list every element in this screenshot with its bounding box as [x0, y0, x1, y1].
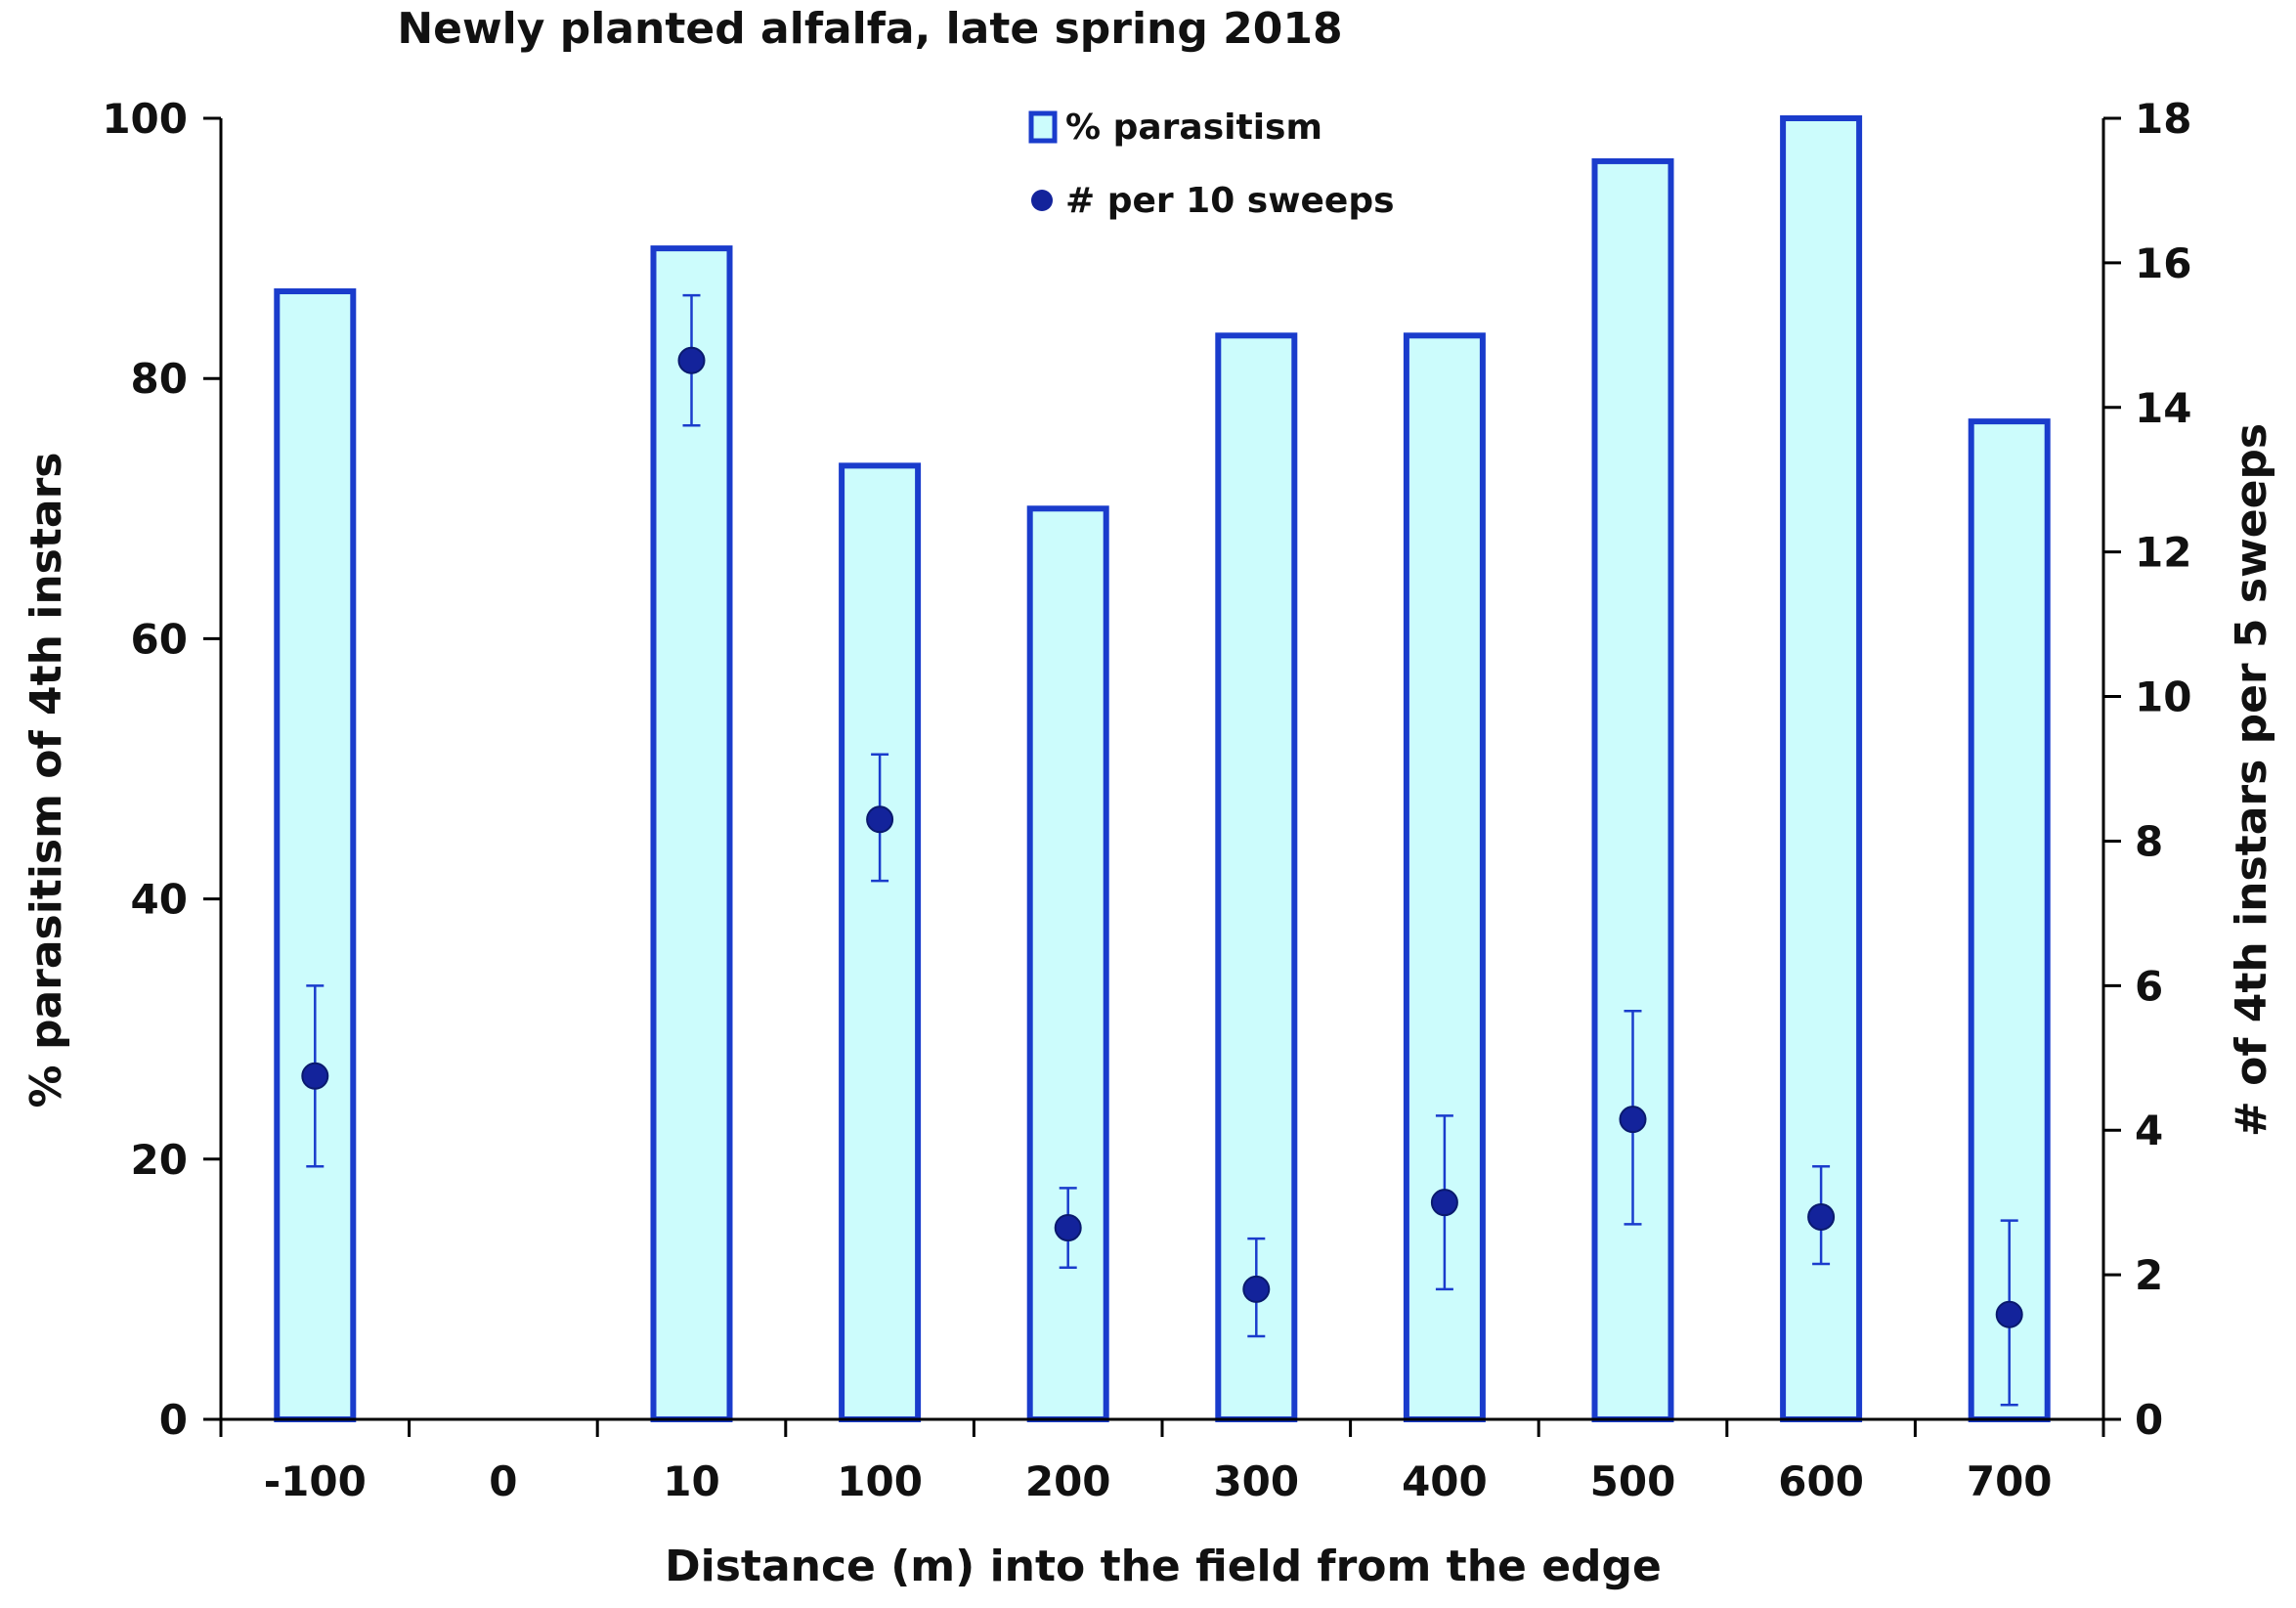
y2-tick-label-0: 0	[2135, 1396, 2163, 1444]
point-layer	[301, 346, 2023, 1328]
legend-swatch-point	[1031, 190, 1053, 211]
tick-labels: 0 20 40 60 80 100 0 2 4 6 8 10 12 14 16 18 -100 0 10 100 200…	[102, 95, 2191, 1505]
x-tick-label-0: 0	[489, 1457, 517, 1505]
x-axis-label: Distance (m) into the field from the edg…	[665, 1542, 1662, 1591]
point-400	[1430, 1189, 1458, 1217]
x-tick-label-100: 100	[837, 1457, 923, 1505]
x-tick-label-500: 500	[1590, 1457, 1676, 1505]
y-tick-label-80: 80	[131, 355, 188, 403]
bar--100	[274, 288, 357, 1423]
y2-tick-label-4: 4	[2135, 1107, 2163, 1154]
y2-tick-label-16: 16	[2135, 239, 2191, 287]
y2-tick-label-12: 12	[2135, 529, 2191, 577]
y2-tick-label-14: 14	[2135, 384, 2191, 432]
y2-tick-label-8: 8	[2135, 817, 2163, 865]
bar-200	[1026, 505, 1109, 1422]
legend-swatch-bar	[1028, 110, 1058, 144]
y-axis-label: % parasitism of 4th instars	[22, 453, 71, 1108]
x-tick-label-10: 10	[663, 1457, 719, 1505]
y2-tick-label-18: 18	[2135, 95, 2191, 143]
x-tick-label-700: 700	[1967, 1457, 2053, 1505]
legend: % parasitism # per 10 sweeps	[1028, 108, 1395, 221]
x-tick-label--100: -100	[264, 1457, 367, 1505]
point--100	[301, 1062, 329, 1090]
y-tick-label-60: 60	[131, 615, 188, 663]
x-tick-label-300: 300	[1213, 1457, 1299, 1505]
y-tick-label-100: 100	[102, 95, 188, 143]
x-tick-label-400: 400	[1402, 1457, 1488, 1505]
point-100	[866, 805, 894, 834]
y-tick-label-0: 0	[159, 1396, 188, 1444]
y2-tick-label-6: 6	[2135, 962, 2163, 1010]
y2-tick-label-2: 2	[2135, 1251, 2163, 1299]
y-tick-label-40: 40	[131, 876, 188, 924]
legend-label-point: # per 10 sweeps	[1065, 181, 1395, 221]
y2-axis-label: # of 4th instars per 5 sweeps	[2227, 423, 2276, 1137]
point-500	[1619, 1106, 1647, 1134]
chart-title: Newly planted alfalfa, late spring 2018	[397, 4, 1342, 54]
y-tick-label-20: 20	[131, 1136, 188, 1184]
axes	[203, 116, 2121, 1437]
legend-label-bar: % parasitism	[1065, 108, 1322, 148]
point-300	[1242, 1275, 1271, 1303]
point-600	[1807, 1202, 1836, 1231]
point-200	[1054, 1214, 1082, 1242]
errorbar-layer	[306, 293, 2018, 1407]
point-700	[1995, 1300, 2023, 1328]
bar-layer	[274, 115, 2051, 1423]
x-tick-label-200: 200	[1025, 1457, 1111, 1505]
bar-100	[839, 462, 922, 1422]
x-tick-label-600: 600	[1778, 1457, 1864, 1505]
y2-tick-label-10: 10	[2135, 674, 2191, 721]
point-10	[677, 346, 706, 374]
bar-500	[1591, 157, 1674, 1423]
